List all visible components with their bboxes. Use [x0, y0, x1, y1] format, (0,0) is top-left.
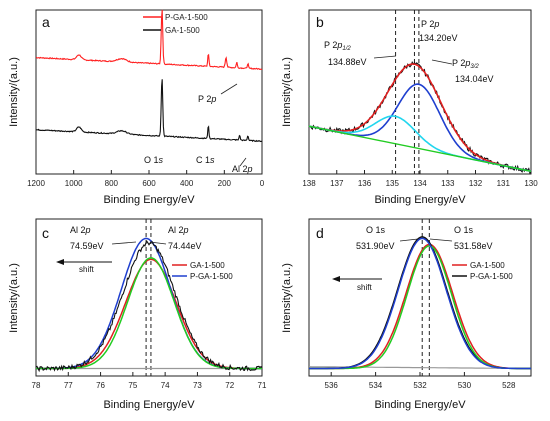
- panel-b-134-04-pointer: [431, 59, 453, 65]
- panel-c-al2p-spectrum: 78 77 76 75 74 73 72 71 c Al 2p 74.59eV Al 2p 7…: [8, 218, 267, 411]
- panel-a-xlabel: Binding Energy/eV: [103, 194, 195, 206]
- panel-b-tick-label-136: 136: [358, 179, 372, 188]
- panel-c-label: c: [42, 225, 49, 241]
- panel-b-tick-label-130: 130: [524, 179, 538, 188]
- panel-a-o1s-label: O 1s: [144, 155, 164, 165]
- panel-d-tick-label-534: 534: [369, 381, 383, 390]
- panel-c-tick-label-76: 76: [96, 381, 105, 390]
- panel-a-series-1: [35, 9, 263, 71]
- panel-c-shift-label: shift: [79, 265, 94, 274]
- panel-b-p2p32-component: [308, 83, 532, 173]
- panel-b-raw-data: [308, 60, 532, 175]
- panel-a-series-2: [35, 79, 263, 143]
- panel-d-tick-label-528: 528: [502, 381, 516, 390]
- panel-b-134-88-pointer: [373, 55, 397, 59]
- panel-a-tick-label-800: 800: [105, 179, 119, 188]
- panel-d-left-pointer: [399, 238, 419, 242]
- panel-d-531-90-label: 531.90eV: [356, 241, 395, 251]
- panel-d-xlabel: Binding Energy/eV: [374, 399, 466, 411]
- panel-b-tick-label-133: 133: [441, 179, 455, 188]
- panel-c-legend-1: GA-1-500: [190, 261, 225, 270]
- panel-b-134-20-label: 134.20eV: [419, 33, 458, 43]
- panel-d-label: d: [316, 225, 324, 241]
- panel-b-tick-label-132: 132: [469, 179, 483, 188]
- panel-c-74-59-label: 74.59eV: [70, 241, 104, 251]
- panel-b-tick-label-138: 138: [302, 179, 316, 188]
- panel-b-p2p12-label: P 2p1/2: [324, 40, 351, 52]
- panel-d-tick-label-536: 536: [325, 381, 339, 390]
- panel-c-curve-3: [35, 240, 263, 373]
- panel-c-al2p-right-label: Al 2p: [168, 225, 189, 235]
- panel-d-frame: [308, 218, 532, 377]
- panel-c-left-pointer: [111, 241, 137, 245]
- panel-c-right-pointer: [149, 241, 167, 245]
- panel-d-legend-1: GA-1-500: [470, 261, 505, 270]
- panel-c-tick-label-74: 74: [161, 381, 170, 390]
- panel-d-tick-label-532: 532: [413, 381, 427, 390]
- panel-a-al2p-label: Al 2p: [232, 164, 253, 174]
- panel-d-tick-label-530: 530: [458, 381, 472, 390]
- panel-a-legend-2: GA-1-500: [165, 26, 200, 35]
- panel-d-o1s-spectrum: 536 534 532 530 528 d O 1s 531.90eV O 1s 531…: [281, 218, 532, 411]
- panel-c-ylabel: Intensity/(a.u.): [8, 263, 20, 333]
- panel-c-tick-label-78: 78: [32, 381, 41, 390]
- panel-b-tick-label-137: 137: [330, 179, 344, 188]
- panel-d-531-58-label: 531.58eV: [454, 241, 493, 251]
- panel-b-p2p-label: P 2p: [421, 19, 439, 29]
- panel-a-c1s-label: C 1s: [196, 155, 215, 165]
- panel-b-tick-label-135: 135: [386, 179, 400, 188]
- panel-d-right-pointer: [429, 238, 453, 242]
- panel-b-134-88-label: 134.88eV: [328, 57, 367, 67]
- panel-a-label: a: [42, 14, 50, 30]
- panel-a-tick-label-1200: 1200: [27, 179, 45, 188]
- panel-a-p2p-pointer: [220, 83, 238, 95]
- panel-d-curve-3: [309, 237, 531, 370]
- panel-c-tick-label-77: 77: [64, 381, 73, 390]
- panel-b-p2p-spectrum: 138 137 136 135 134 133 132 131 130 b P 2p 134.2…: [281, 9, 538, 206]
- panel-a-ylabel: Intensity/(a.u.): [8, 57, 20, 127]
- panel-c-xlabel: Binding Energy/eV: [103, 399, 195, 411]
- panel-d-legend-2: P-GA-1-500: [470, 272, 513, 281]
- panel-c-al2p-left-label: Al 2p: [70, 225, 91, 235]
- panel-b-ylabel: Intensity/(a.u.): [281, 57, 293, 127]
- panel-a-p2p-label: P 2p: [198, 94, 216, 104]
- panel-a-legend-1: P-GA-1-500: [165, 13, 208, 22]
- panel-b-p2p32-label: P 2p3/2: [452, 58, 479, 70]
- panel-b-tick-label-131: 131: [497, 179, 511, 188]
- panel-a-tick-label-1000: 1000: [65, 179, 83, 188]
- panel-b-xlabel: Binding Energy/eV: [374, 194, 466, 206]
- panel-c-tick-label-73: 73: [193, 381, 202, 390]
- panel-d-shift-label: shift: [357, 283, 372, 292]
- panel-c-frame: [35, 218, 263, 377]
- panel-c-curve-4: [36, 257, 262, 370]
- panel-c-tick-label-72: 72: [225, 381, 234, 390]
- panel-c-shift-arrowhead: [56, 259, 64, 265]
- panel-a-tick-label-400: 400: [180, 179, 194, 188]
- panel-b-134-04-label: 134.04eV: [455, 74, 494, 84]
- panel-a-frame: [35, 9, 263, 175]
- panel-a-tick-label-600: 600: [142, 179, 156, 188]
- panel-d-o1s-right-label: O 1s: [454, 225, 474, 235]
- panel-a-tick-label-0: 0: [260, 179, 265, 188]
- panel-c-tick-label-75: 75: [128, 381, 137, 390]
- panel-d-o1s-left-label: O 1s: [366, 225, 386, 235]
- panel-d-ylabel: Intensity/(a.u.): [281, 263, 293, 333]
- panel-d-shift-arrowhead: [332, 276, 340, 282]
- panel-b-label: b: [316, 14, 324, 30]
- panel-b-tick-label-134: 134: [413, 179, 427, 188]
- panel-c-74-44-label: 74.44eV: [168, 241, 202, 251]
- panel-a-tick-label-200: 200: [218, 179, 232, 188]
- panel-c-tick-label-71: 71: [258, 381, 267, 390]
- panel-b-envelope-fit: [308, 63, 532, 173]
- panel-c-legend-2: P-GA-1-500: [190, 272, 233, 281]
- panel-b-background: [308, 125, 532, 172]
- panel-a-survey-spectrum: 1200 1000 800 600 400 200 0 a P-GA-1-500 GA-1-…: [8, 9, 265, 206]
- panel-a-al2p-pointer: [239, 157, 247, 167]
